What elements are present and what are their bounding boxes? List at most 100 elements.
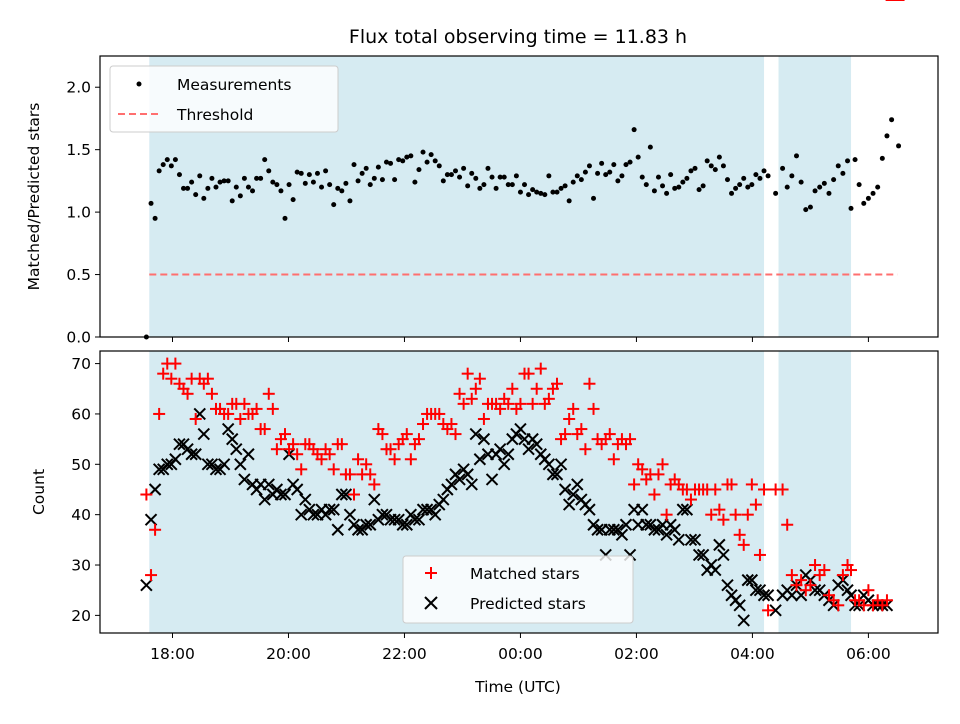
- measurement-point: [262, 157, 268, 163]
- predicted-point: [185, 448, 198, 461]
- matched-point: [469, 382, 482, 395]
- chart-title: Flux total observing time = 11.83 h: [349, 26, 687, 48]
- measurement-point: [461, 165, 467, 171]
- matched-point: [323, 448, 336, 461]
- measurement-point: [245, 184, 251, 190]
- measurement-point: [489, 174, 495, 180]
- measurement-point: [542, 192, 548, 198]
- measurement-point: [254, 175, 260, 181]
- x-axis-ticks-bottom: 18:00 20:00 22:00 00:00 02:00 04:00 06:00: [150, 633, 891, 663]
- predicted-point: [453, 473, 466, 486]
- measurement-point: [416, 167, 422, 173]
- predicted-point: [274, 488, 288, 501]
- predicted-point: [522, 442, 535, 456]
- matched-point: [809, 559, 822, 572]
- measurement-point: [497, 174, 503, 180]
- predicted-point: [299, 493, 312, 506]
- predicted-point: [461, 468, 474, 481]
- predicted-point: [785, 589, 799, 602]
- measurement-point: [197, 173, 203, 179]
- measurement-point: [757, 175, 763, 181]
- predicted-point: [420, 503, 434, 516]
- matched-point: [266, 402, 279, 415]
- predicted-point: [152, 463, 166, 476]
- predicted-point: [530, 437, 543, 451]
- predicted-point: [290, 483, 304, 496]
- measurement-point: [383, 159, 389, 165]
- matched-point: [360, 458, 373, 471]
- matched-point: [729, 508, 742, 521]
- measurement-point: [209, 175, 215, 181]
- measurement-point: [635, 154, 641, 160]
- measurement-point: [290, 197, 296, 203]
- measurement-point: [448, 172, 454, 178]
- measurement-point: [696, 187, 702, 193]
- measurement-point: [302, 180, 308, 186]
- matched-point: [776, 483, 789, 496]
- matched-point: [502, 397, 515, 410]
- x-tick-label: 20:00: [266, 645, 311, 663]
- matched-point: [473, 372, 486, 385]
- count-series: [140, 0, 905, 627]
- predicted-point: [721, 578, 734, 592]
- matched-point: [624, 433, 637, 446]
- matched-point: [709, 483, 722, 496]
- predicted-point: [562, 498, 576, 511]
- measurement-point: [485, 165, 491, 171]
- matched-point: [201, 372, 214, 385]
- legend-marker-predicted: [424, 596, 438, 610]
- measurement-point: [821, 180, 827, 186]
- matched-point: [880, 594, 893, 607]
- measurement-point: [258, 175, 264, 181]
- measurement-point: [848, 205, 854, 211]
- measurement-point: [237, 193, 243, 199]
- measurement-point: [513, 173, 519, 179]
- matched-point: [157, 367, 170, 380]
- measurement-point: [676, 184, 682, 190]
- predicted-point: [469, 427, 483, 441]
- matched-point: [845, 564, 858, 577]
- predicted-point: [323, 503, 336, 516]
- measurement-point: [509, 182, 515, 188]
- matched-point: [205, 387, 218, 400]
- measurement-point: [189, 179, 195, 185]
- measurement-point: [375, 164, 381, 170]
- measurement-point: [789, 173, 795, 179]
- panel-counts: 20 30 40 50 60 70 18:00 20:00 22:00 00:00 02:00 04…: [30, 0, 939, 696]
- predicted-point: [221, 422, 235, 436]
- measurement-point: [522, 182, 528, 188]
- matched-point: [343, 468, 356, 481]
- measurement-point: [148, 200, 154, 206]
- matched-point: [250, 402, 263, 415]
- matched-point: [514, 397, 527, 410]
- measurement-point: [753, 172, 759, 178]
- measurement-point: [172, 157, 178, 163]
- predicted-point: [493, 442, 507, 456]
- legend-marker-matched: [425, 567, 437, 579]
- measurement-point: [688, 168, 694, 174]
- measurement-point: [327, 182, 333, 188]
- matched-point: [725, 478, 738, 491]
- predicted-point: [400, 518, 413, 531]
- x-tick-label: 22:00: [382, 645, 427, 663]
- predicted-point: [258, 493, 271, 506]
- matched-point: [832, 599, 845, 612]
- measurement-point: [870, 190, 876, 196]
- measurement-point: [672, 185, 678, 191]
- measurement-point: [185, 185, 191, 191]
- predicted-point: [368, 493, 381, 506]
- predicted-point: [660, 528, 673, 542]
- matched-point: [189, 412, 202, 425]
- measurement-point: [229, 198, 235, 204]
- measurement-point: [647, 144, 653, 150]
- measurement-point: [716, 154, 722, 160]
- predicted-point: [477, 432, 491, 446]
- predicted-point: [636, 503, 649, 516]
- x-axis-label: Time (UTC): [474, 678, 561, 696]
- measurement-point: [761, 168, 767, 174]
- predicted-point: [688, 533, 702, 547]
- y-tick-label: 2.0: [66, 79, 91, 97]
- predicted-point: [331, 523, 344, 536]
- matched-point: [404, 453, 417, 466]
- measurement-point: [875, 184, 881, 190]
